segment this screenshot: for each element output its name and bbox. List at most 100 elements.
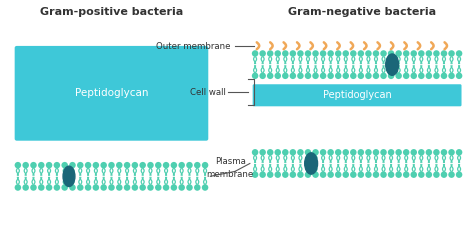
Circle shape xyxy=(259,149,266,156)
Circle shape xyxy=(388,73,394,79)
Circle shape xyxy=(38,162,45,168)
Circle shape xyxy=(116,184,123,191)
Circle shape xyxy=(373,149,379,156)
Circle shape xyxy=(305,171,311,178)
Circle shape xyxy=(297,73,304,79)
Circle shape xyxy=(335,171,341,178)
Circle shape xyxy=(410,73,417,79)
Circle shape xyxy=(410,50,417,57)
Circle shape xyxy=(202,184,209,191)
Circle shape xyxy=(139,162,146,168)
Circle shape xyxy=(46,162,52,168)
Circle shape xyxy=(69,162,76,168)
Circle shape xyxy=(441,50,447,57)
Circle shape xyxy=(116,162,123,168)
Circle shape xyxy=(54,162,60,168)
Circle shape xyxy=(410,171,417,178)
Circle shape xyxy=(69,184,76,191)
Circle shape xyxy=(77,184,83,191)
Circle shape xyxy=(38,184,45,191)
Circle shape xyxy=(403,171,410,178)
Circle shape xyxy=(62,162,68,168)
FancyBboxPatch shape xyxy=(14,45,210,142)
Text: Peptidoglycan: Peptidoglycan xyxy=(323,90,392,100)
Circle shape xyxy=(100,162,107,168)
Circle shape xyxy=(328,73,334,79)
Circle shape xyxy=(312,73,319,79)
Circle shape xyxy=(252,50,258,57)
Circle shape xyxy=(132,184,138,191)
Circle shape xyxy=(328,171,334,178)
Ellipse shape xyxy=(63,166,75,186)
Circle shape xyxy=(433,149,440,156)
Circle shape xyxy=(259,171,266,178)
Circle shape xyxy=(350,73,356,79)
Circle shape xyxy=(426,149,432,156)
Circle shape xyxy=(373,73,379,79)
Text: Gram-positive bacteria: Gram-positive bacteria xyxy=(40,7,183,17)
Circle shape xyxy=(343,50,349,57)
Circle shape xyxy=(108,184,115,191)
Circle shape xyxy=(373,50,379,57)
Circle shape xyxy=(335,73,341,79)
Circle shape xyxy=(441,171,447,178)
Circle shape xyxy=(456,171,462,178)
Circle shape xyxy=(297,50,304,57)
Circle shape xyxy=(448,73,455,79)
Circle shape xyxy=(350,50,356,57)
Circle shape xyxy=(350,171,356,178)
Circle shape xyxy=(92,184,99,191)
Circle shape xyxy=(418,73,425,79)
Circle shape xyxy=(147,162,154,168)
Circle shape xyxy=(456,149,462,156)
Circle shape xyxy=(62,184,68,191)
Circle shape xyxy=(267,149,273,156)
Circle shape xyxy=(305,73,311,79)
Circle shape xyxy=(178,184,185,191)
Circle shape xyxy=(365,50,372,57)
Circle shape xyxy=(335,50,341,57)
Circle shape xyxy=(282,171,289,178)
Circle shape xyxy=(194,184,201,191)
Circle shape xyxy=(320,149,327,156)
Ellipse shape xyxy=(305,153,318,174)
Circle shape xyxy=(15,162,21,168)
Circle shape xyxy=(259,73,266,79)
Circle shape xyxy=(178,162,185,168)
Circle shape xyxy=(418,171,425,178)
Circle shape xyxy=(448,50,455,57)
Circle shape xyxy=(147,184,154,191)
Text: Peptidoglycan: Peptidoglycan xyxy=(75,88,148,98)
Circle shape xyxy=(171,184,177,191)
Ellipse shape xyxy=(386,54,399,75)
Circle shape xyxy=(252,73,258,79)
Circle shape xyxy=(426,50,432,57)
Circle shape xyxy=(350,149,356,156)
Circle shape xyxy=(22,162,29,168)
Circle shape xyxy=(418,50,425,57)
Circle shape xyxy=(290,73,296,79)
Circle shape xyxy=(30,162,37,168)
Text: Gram-negative bacteria: Gram-negative bacteria xyxy=(288,7,436,17)
Circle shape xyxy=(108,162,115,168)
Circle shape xyxy=(357,50,364,57)
Circle shape xyxy=(155,162,162,168)
Circle shape xyxy=(343,149,349,156)
Circle shape xyxy=(15,184,21,191)
Circle shape xyxy=(388,149,394,156)
Circle shape xyxy=(274,171,281,178)
Circle shape xyxy=(54,184,60,191)
Circle shape xyxy=(132,162,138,168)
Circle shape xyxy=(357,149,364,156)
Circle shape xyxy=(441,149,447,156)
Circle shape xyxy=(395,73,402,79)
Circle shape xyxy=(357,171,364,178)
Text: membrane: membrane xyxy=(207,170,254,179)
Circle shape xyxy=(282,149,289,156)
Circle shape xyxy=(426,73,432,79)
Circle shape xyxy=(274,149,281,156)
Circle shape xyxy=(433,73,440,79)
Circle shape xyxy=(290,171,296,178)
Circle shape xyxy=(22,184,29,191)
Circle shape xyxy=(365,171,372,178)
